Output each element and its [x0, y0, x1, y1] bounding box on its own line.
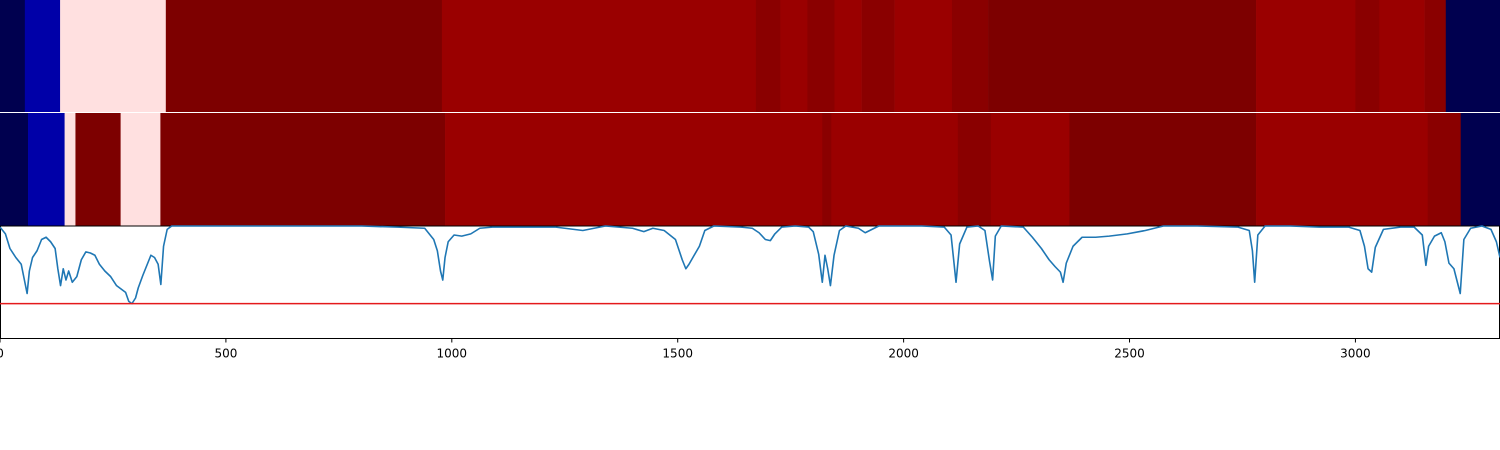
- heatmap-segment-1-6: [755, 0, 781, 112]
- heatmap-segment-2-5: [120, 113, 161, 226]
- heatmap-segment-1-12: [951, 0, 989, 112]
- heatmap-segment-2-9: [831, 113, 959, 226]
- heatmap-segment-1-14: [1256, 0, 1356, 112]
- heatmap-segment-2-2: [28, 113, 65, 226]
- x-tick-label-500: 500: [214, 347, 237, 361]
- heatmap-segment-1-9: [834, 0, 862, 112]
- heatmap-segment-1-4: [165, 0, 443, 112]
- heatmap-segment-1-3: [60, 0, 167, 112]
- x-axis: 0 500 1000 1500 2000 2500 3000: [0, 338, 1371, 361]
- heatmap-segment-2-4: [75, 113, 121, 226]
- x-tick-label-1000: 1000: [437, 347, 468, 361]
- heatmap-segment-1-10: [861, 0, 895, 112]
- heatmap-segment-2-3: [64, 113, 76, 226]
- heatmap-segment-2-12: [1069, 113, 1257, 226]
- heatmap-segment-2-11: [990, 113, 1070, 226]
- x-tick-label-3000: 3000: [1340, 347, 1371, 361]
- heatmap-segment-1-18: [1445, 0, 1500, 112]
- heatmap-segment-1-7: [780, 0, 808, 112]
- heatmap-segment-1-15: [1355, 0, 1380, 112]
- x-tick-label-2000: 2000: [888, 347, 919, 361]
- heatmap-segment-1-8: [807, 0, 835, 112]
- x-tick-label-0: 0: [0, 347, 4, 361]
- heatmap-segment-2-13: [1256, 113, 1429, 226]
- heatmap-segment-2-8: [822, 113, 832, 226]
- heatmap-track-1: [0, 0, 1500, 112]
- line-panel: [0, 225, 1500, 339]
- heatmap-segment-1-2: [24, 0, 61, 112]
- heatmap-segment-2-1: [0, 113, 29, 226]
- heatmap-segment-1-5: [441, 0, 757, 112]
- heatmap-segment-1-13: [988, 0, 1257, 112]
- heatmap-segment-1-11: [894, 0, 953, 112]
- heatmap-segment-1-16: [1379, 0, 1425, 112]
- heatmap-track-2: [0, 113, 1500, 226]
- heatmap-segment-2-15: [1460, 113, 1500, 226]
- series-line: [0, 225, 1500, 305]
- heatmap-segment-1-1: [0, 0, 26, 112]
- heatmap-segment-2-7: [445, 113, 823, 226]
- heatmap-segment-2-14: [1427, 113, 1461, 226]
- heatmap-segment-2-6: [160, 113, 446, 226]
- x-tick-label-1500: 1500: [662, 347, 693, 361]
- x-tick-label-2500: 2500: [1114, 347, 1145, 361]
- heatmap-segment-2-10: [957, 113, 992, 226]
- heatmap-segment-1-17: [1424, 0, 1447, 112]
